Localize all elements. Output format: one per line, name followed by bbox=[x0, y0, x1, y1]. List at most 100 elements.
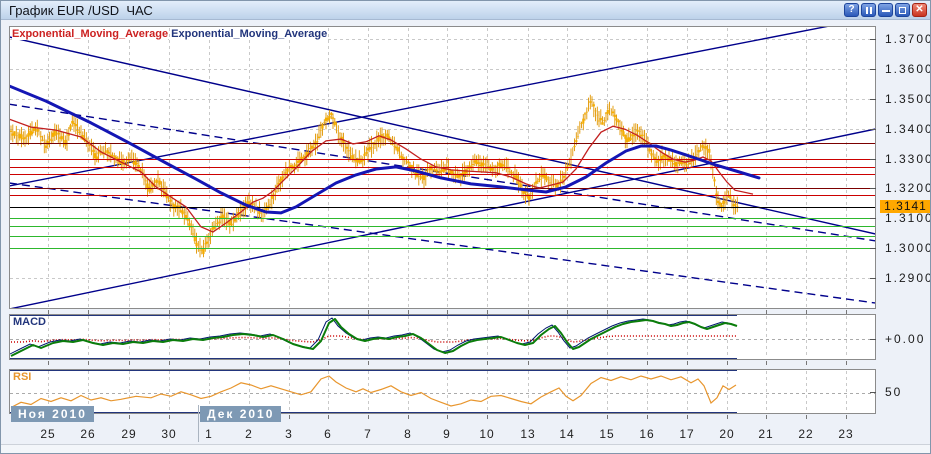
price-axis-tick bbox=[870, 248, 876, 249]
time-axis-tick bbox=[289, 361, 290, 365]
month-badge-nov: Ноя 2010 bbox=[11, 406, 94, 422]
rsi-panel[interactable] bbox=[9, 369, 876, 414]
time-axis-tick bbox=[169, 361, 170, 365]
macd-zero-label: +0.00 bbox=[885, 332, 925, 346]
time-axis-tick bbox=[528, 415, 529, 419]
time-axis-tick bbox=[368, 415, 369, 419]
time-axis-tick bbox=[528, 310, 529, 314]
time-axis-tick bbox=[209, 310, 210, 314]
day-label: 17 bbox=[679, 427, 694, 441]
time-axis-tick bbox=[447, 415, 448, 419]
time-axis-tick bbox=[408, 415, 409, 419]
time-axis-tick bbox=[88, 310, 89, 314]
macd-panel[interactable] bbox=[9, 314, 876, 360]
day-label: 2 bbox=[245, 427, 253, 441]
price-axis-label: 1.3600 bbox=[885, 62, 931, 76]
time-axis-tick bbox=[647, 415, 648, 419]
rsi-mid-label: 50 bbox=[885, 385, 902, 399]
day-label: 6 bbox=[324, 427, 332, 441]
day-label: 9 bbox=[443, 427, 451, 441]
day-label: 13 bbox=[520, 427, 535, 441]
day-label: 26 bbox=[80, 427, 95, 441]
time-axis-tick bbox=[169, 310, 170, 314]
price-chart-panel[interactable] bbox=[9, 26, 876, 309]
time-axis-tick bbox=[766, 310, 767, 314]
time-axis-tick bbox=[567, 415, 568, 419]
time-axis-tick bbox=[607, 310, 608, 314]
time-axis-tick bbox=[607, 415, 608, 419]
time-axis-tick bbox=[169, 415, 170, 419]
time-axis-tick bbox=[806, 310, 807, 314]
price-axis-label: 1.3300 bbox=[885, 152, 931, 166]
legend-ema-fast: Exponential_Moving_Average bbox=[12, 28, 168, 40]
price-axis-tick bbox=[870, 99, 876, 100]
time-axis-tick bbox=[447, 361, 448, 365]
price-axis-tick bbox=[870, 159, 876, 160]
window-bottom-strip bbox=[1, 445, 930, 454]
time-axis-tick bbox=[447, 310, 448, 314]
day-label: 8 bbox=[404, 427, 412, 441]
time-axis-tick bbox=[687, 361, 688, 365]
time-axis-tick bbox=[528, 361, 529, 365]
day-label: 25 bbox=[40, 427, 55, 441]
maximize-button[interactable] bbox=[895, 3, 910, 17]
chart-window: График EUR /USD ЧАС ? ✕ Exponential_Movi… bbox=[0, 0, 931, 454]
time-axis-tick bbox=[249, 310, 250, 314]
day-label: 30 bbox=[161, 427, 176, 441]
price-axis-tick bbox=[870, 218, 876, 219]
price-axis-tick bbox=[870, 129, 876, 130]
price-axis-tick bbox=[870, 39, 876, 40]
time-axis-tick bbox=[567, 310, 568, 314]
pause-button[interactable] bbox=[861, 3, 876, 17]
day-label: 22 bbox=[798, 427, 813, 441]
indicator-axis-tick bbox=[870, 339, 876, 340]
pause-icon bbox=[866, 7, 868, 14]
time-axis-tick bbox=[368, 310, 369, 314]
time-axis-tick bbox=[806, 415, 807, 419]
title-bar[interactable]: График EUR /USD ЧАС ? ✕ bbox=[1, 1, 930, 20]
time-axis-tick bbox=[487, 361, 488, 365]
price-axis-label: 1.3200 bbox=[885, 181, 931, 195]
minimize-button[interactable] bbox=[878, 3, 893, 17]
time-axis-tick bbox=[328, 310, 329, 314]
day-label: 14 bbox=[559, 427, 574, 441]
price-axis-label: 1.3700 bbox=[885, 32, 931, 46]
rsi-label: RSI bbox=[13, 371, 31, 383]
maximize-icon bbox=[899, 7, 906, 14]
time-axis-tick bbox=[289, 415, 290, 419]
price-axis-label: 1.3500 bbox=[885, 92, 931, 106]
time-axis-tick bbox=[727, 310, 728, 314]
day-label: 3 bbox=[285, 427, 293, 441]
close-button[interactable]: ✕ bbox=[912, 3, 927, 17]
indicator-axis-tick bbox=[870, 392, 876, 393]
macd-canvas[interactable] bbox=[10, 315, 875, 359]
time-axis-tick bbox=[727, 415, 728, 419]
time-axis-tick bbox=[328, 415, 329, 419]
help-button[interactable]: ? bbox=[844, 3, 859, 17]
time-axis-tick bbox=[368, 361, 369, 365]
time-axis-tick bbox=[846, 310, 847, 314]
indicator-legend: Exponential_Moving_Average Exponential_M… bbox=[12, 28, 327, 40]
time-axis-tick bbox=[846, 361, 847, 365]
time-axis-tick bbox=[806, 361, 807, 365]
time-axis-tick bbox=[48, 361, 49, 365]
time-axis-tick bbox=[209, 361, 210, 365]
time-axis-tick bbox=[289, 310, 290, 314]
time-axis-tick bbox=[129, 361, 130, 365]
time-axis-tick bbox=[766, 415, 767, 419]
price-axis-tick bbox=[870, 278, 876, 279]
time-axis-tick bbox=[328, 361, 329, 365]
day-label: 23 bbox=[838, 427, 853, 441]
time-axis-tick bbox=[647, 310, 648, 314]
price-axis-label: 1.2900 bbox=[885, 271, 931, 285]
time-axis-tick bbox=[88, 361, 89, 365]
price-axis-tick bbox=[870, 69, 876, 70]
time-axis-tick bbox=[487, 310, 488, 314]
time-axis-tick bbox=[607, 361, 608, 365]
rsi-canvas[interactable] bbox=[10, 370, 875, 413]
window-buttons: ? ✕ bbox=[844, 3, 927, 17]
price-chart-canvas[interactable] bbox=[10, 27, 875, 308]
time-axis-tick bbox=[727, 361, 728, 365]
window-title: График EUR /USD ЧАС bbox=[9, 3, 153, 18]
price-axis-tick bbox=[870, 188, 876, 189]
